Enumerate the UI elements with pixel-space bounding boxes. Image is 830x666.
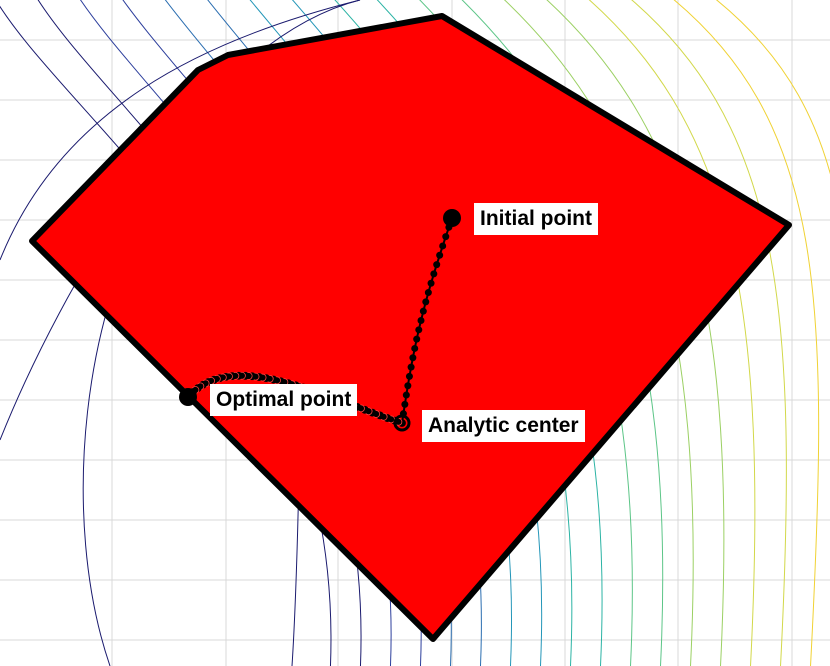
path-point <box>411 344 419 352</box>
contour-line <box>715 0 830 175</box>
path-point <box>404 382 412 390</box>
path-point <box>430 270 438 278</box>
path-point <box>405 372 413 380</box>
path-point <box>422 298 430 306</box>
feasible-region-polygon <box>29 13 792 642</box>
path-point <box>409 354 417 362</box>
contour-line <box>0 0 361 261</box>
initial-point-marker <box>443 209 461 227</box>
path-point <box>419 307 427 315</box>
path-point <box>415 326 423 334</box>
path-point <box>413 335 421 343</box>
path-point <box>401 400 409 408</box>
analytic-center-marker <box>393 414 411 432</box>
path-point <box>433 261 441 269</box>
path-point <box>424 289 432 297</box>
path-point <box>427 279 435 287</box>
path-point <box>402 391 410 399</box>
path-point <box>417 317 425 324</box>
optimal-point-label: Optimal point <box>210 384 358 416</box>
analytic-center-label: Analytic center <box>422 410 585 442</box>
path-point <box>442 233 450 241</box>
contour-line <box>673 0 820 666</box>
path-point <box>436 251 444 259</box>
initial-point-label: Initial point <box>474 203 598 235</box>
optimal-point-marker <box>179 388 197 406</box>
path-point <box>439 242 447 250</box>
path-point <box>407 363 415 371</box>
